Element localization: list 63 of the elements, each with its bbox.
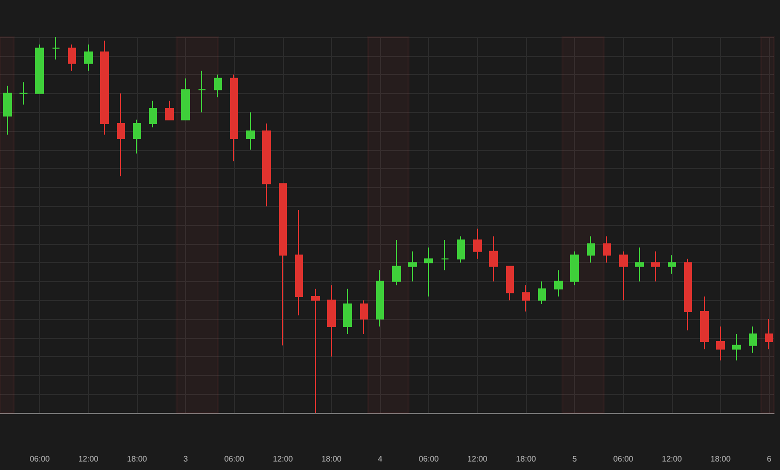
x-tick-label: 12:00 xyxy=(467,454,488,464)
candlestick xyxy=(230,74,238,162)
candlestick xyxy=(343,288,352,335)
x-tick-label: 3 xyxy=(183,454,188,464)
x-tick-label: 12:00 xyxy=(78,454,99,464)
candlestick xyxy=(327,284,336,358)
candlestick xyxy=(360,300,368,335)
x-tick-label: 5 xyxy=(572,454,578,464)
candlestick xyxy=(19,82,28,106)
x-tick-label: 6 xyxy=(766,454,772,464)
candlestick xyxy=(246,112,255,150)
x-tick-label: 18:00 xyxy=(710,454,732,464)
candlestick xyxy=(198,70,206,113)
candlestick xyxy=(100,40,109,136)
x-tick-label: 12:00 xyxy=(272,454,294,464)
candlestick xyxy=(117,92,125,177)
x-tick-label: 18:00 xyxy=(321,454,342,464)
candlestick xyxy=(35,44,44,94)
candlestick xyxy=(311,288,320,414)
candlestick xyxy=(181,78,190,120)
candlestick xyxy=(619,250,628,301)
candlestick xyxy=(538,280,546,304)
candlestick xyxy=(587,236,595,264)
candlestick xyxy=(765,318,773,350)
x-tick-label: 06:00 xyxy=(30,454,50,464)
x-tick-label: 18:00 xyxy=(516,454,537,464)
candlestick xyxy=(149,100,157,128)
x-tick-label: 4 xyxy=(378,454,383,464)
x-tick-label: 06:00 xyxy=(418,454,440,464)
candlestick xyxy=(716,326,725,361)
candlestick xyxy=(133,119,141,154)
candlestick xyxy=(668,254,676,274)
candlestick xyxy=(506,266,514,301)
candlestick xyxy=(700,296,709,350)
candlestick xyxy=(473,228,482,260)
candlestick xyxy=(68,44,76,72)
candlestick xyxy=(408,250,417,282)
candlestick xyxy=(603,236,611,264)
candlestick xyxy=(522,284,530,312)
candlestick xyxy=(84,44,93,72)
candlestick xyxy=(52,36,60,60)
x-tick-label: 06:00 xyxy=(224,454,245,464)
candlestick xyxy=(262,122,271,207)
candlestick xyxy=(554,270,563,297)
candlestick xyxy=(424,247,433,297)
candlestick xyxy=(214,74,222,98)
candlestick xyxy=(684,258,692,331)
candlestick xyxy=(749,326,757,354)
candlestick xyxy=(3,85,12,136)
candlestick xyxy=(651,250,660,282)
candlestick xyxy=(392,240,401,286)
candlestick xyxy=(635,247,644,282)
x-tick-label: 06:00 xyxy=(613,454,634,464)
candlestick xyxy=(441,240,449,271)
candlestick xyxy=(457,236,465,264)
candlestick xyxy=(570,250,579,286)
candlestick xyxy=(489,236,498,282)
x-tick-label: 18:00 xyxy=(126,454,148,464)
candlestick xyxy=(376,270,384,328)
x-tick-label: 12:00 xyxy=(662,454,682,464)
candlestick xyxy=(732,334,741,361)
candlestick xyxy=(295,209,303,316)
candlestick xyxy=(165,100,174,120)
